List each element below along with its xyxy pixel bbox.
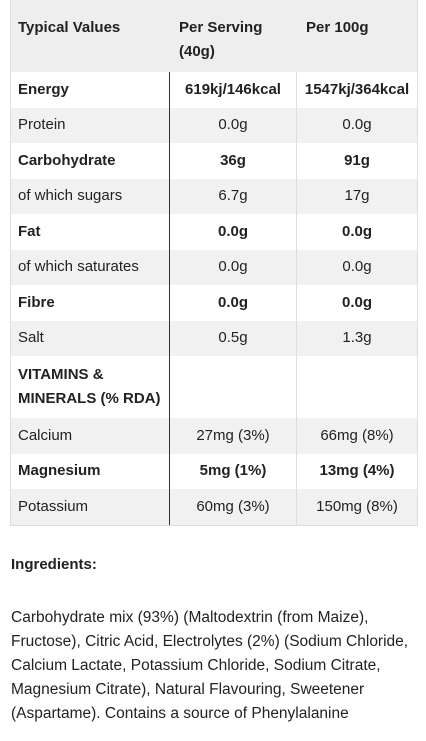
- table-cell: Fat: [18, 222, 41, 240]
- table-cell: 27mg (3%): [169, 418, 296, 454]
- table-cell: 36g: [169, 143, 296, 179]
- table-cell: 0.0g: [169, 249, 296, 285]
- table-row: Fibre 0.0g 0.0g: [11, 285, 417, 321]
- table-row: Fat 0.0g 0.0g: [11, 214, 417, 250]
- table-cell: Carbohydrate: [18, 151, 116, 169]
- table-cell: 1.3g: [296, 320, 417, 356]
- table-cell: Potassium: [18, 497, 89, 515]
- table-cell: 0.0g: [296, 214, 417, 250]
- table-cell: 1547kj/364kcal: [296, 72, 417, 108]
- nutrition-table: Typical Values Per Serving (40g) Per 100g E…: [10, 0, 418, 526]
- table-cell: 13mg (4%): [296, 453, 417, 489]
- table-cell: 0.5g: [169, 320, 296, 356]
- header-row: Typical Values Per Serving (40g) Per 100g: [11, 0, 417, 72]
- table-cell: of which saturates: [18, 258, 139, 276]
- ingredients-title: Ingredients:: [11, 556, 97, 573]
- table-cell: [169, 356, 296, 418]
- table-row: Protein 0.0g 0.0g: [11, 107, 417, 143]
- table-cell: [296, 356, 417, 418]
- table-cell: 0.0g: [169, 107, 296, 143]
- table-cell: 5mg (1%): [169, 453, 296, 489]
- table-cell: 6.7g: [169, 178, 296, 214]
- table-row: of which sugars 6.7g 17g: [11, 178, 417, 214]
- table-cell: 0.0g: [296, 285, 417, 321]
- table-cell: 619kj/146kcal: [169, 72, 296, 108]
- table-cell: 91g: [296, 143, 417, 179]
- table-row: Potassium 60mg (3%) 150mg (8%): [11, 489, 417, 525]
- table-cell: 0.0g: [296, 249, 417, 285]
- table-cell: Fibre: [18, 293, 55, 311]
- ingredients-text: Carbohydrate mix (93%) (Maltodextrin (fr…: [11, 609, 409, 722]
- table-cell: VITAMINS & MINERALS (% RDA): [18, 366, 161, 407]
- table-cell: 0.0g: [169, 214, 296, 250]
- table-cell: of which sugars: [18, 187, 123, 205]
- table-cell: Magnesium: [18, 462, 101, 480]
- table-cell: Salt: [18, 329, 44, 347]
- table-row: Energy 619kj/146kcal 1547kj/364kcal: [11, 72, 417, 108]
- table-row: Magnesium 5mg (1%) 13mg (4%): [11, 453, 417, 489]
- table-cell: 60mg (3%): [169, 489, 296, 525]
- table-cell: 66mg (8%): [296, 418, 417, 454]
- table-cell: Energy: [18, 80, 69, 98]
- table-row: Calcium 27mg (3%) 66mg (8%): [11, 418, 417, 454]
- table-row: Salt 0.5g 1.3g: [11, 320, 417, 356]
- table-row: of which saturates 0.0g 0.0g: [11, 249, 417, 285]
- table-cell: Protein: [18, 116, 66, 134]
- header-cell: Typical Values: [18, 19, 121, 36]
- header-cell: Per Serving (40g): [179, 19, 263, 60]
- table-cell: 0.0g: [169, 285, 296, 321]
- header-cell: Per 100g: [306, 19, 369, 36]
- table-cell: 0.0g: [296, 107, 417, 143]
- table-cell: 17g: [296, 178, 417, 214]
- table-row: VITAMINS & MINERALS (% RDA): [11, 356, 417, 418]
- table-cell: 150mg (8%): [296, 489, 417, 525]
- table-cell: Calcium: [18, 426, 73, 444]
- table-row: Carbohydrate 36g 91g: [11, 143, 417, 179]
